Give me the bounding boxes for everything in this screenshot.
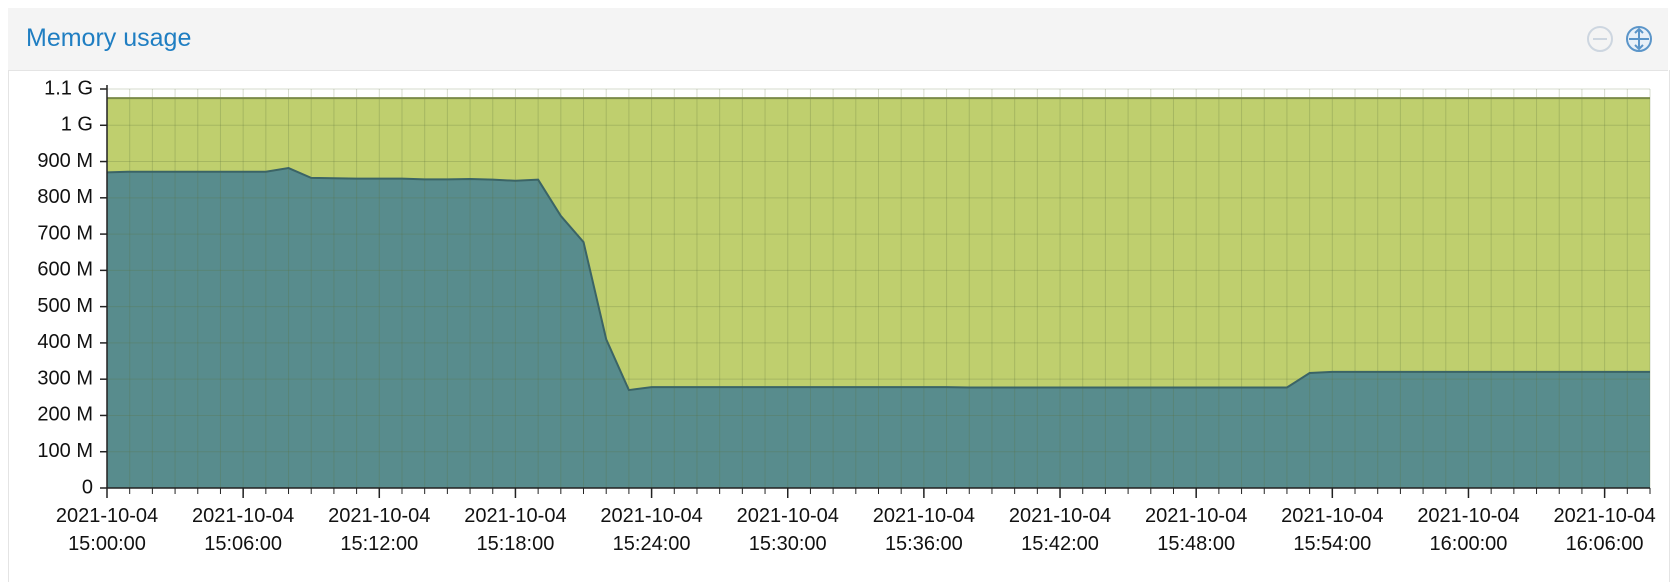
- y-tick-label: 400 M: [37, 331, 93, 353]
- x-tick-label: 2021-10-04 15:24:00: [600, 505, 703, 555]
- x-tick-label: 2021-10-04 15:42:00: [1008, 505, 1112, 555]
- y-tick-label: 0: [82, 476, 93, 498]
- area-line: [106, 167, 1650, 392]
- panel-icons: [1587, 26, 1652, 52]
- y-tick-label: 900 M: [37, 150, 93, 172]
- y-tick-label: 200 M: [37, 404, 93, 426]
- x-tick-label: 2021-10-04 15:48:00: [1145, 505, 1248, 555]
- x-tick-label: 2021-10-04 15:06:00: [191, 505, 295, 555]
- y-tick-label: 500 M: [37, 295, 93, 317]
- area: [107, 168, 1650, 489]
- x-tick-label: 2021-10-04 15:36:00: [872, 505, 976, 555]
- y-tick-label: 600 M: [37, 259, 93, 281]
- expand-icon[interactable]: [1626, 26, 1652, 52]
- y-tick-label: 1 G: [61, 114, 93, 136]
- x-tick-label: 2021-10-04 16:00:00: [1417, 505, 1520, 555]
- x-tick-label: 2021-10-04 15:12:00: [328, 505, 431, 555]
- panel-header: Memory usage: [8, 8, 1668, 71]
- x-tick-label: 2021-10-04 16:06:00: [1553, 505, 1656, 555]
- y-tick-label: 100 M: [37, 440, 93, 462]
- panel-title: Memory usage: [26, 24, 192, 52]
- y-tick-label: 700 M: [37, 222, 93, 244]
- panel-body: [8, 70, 1670, 582]
- x-tick-label: 2021-10-04 15:18:00: [464, 505, 567, 555]
- y-tick-label: 300 M: [37, 367, 93, 389]
- y-tick-label: 800 M: [37, 186, 93, 208]
- x-tick-label: 2021-10-04 15:00:00: [55, 505, 159, 555]
- y-tick-label: 1.1 G: [44, 77, 93, 99]
- x-tick-label: 2021-10-04 15:30:00: [736, 505, 839, 555]
- minimize-icon[interactable]: [1587, 26, 1613, 52]
- x-tick-label: 2021-10-04 15:54:00: [1281, 505, 1384, 555]
